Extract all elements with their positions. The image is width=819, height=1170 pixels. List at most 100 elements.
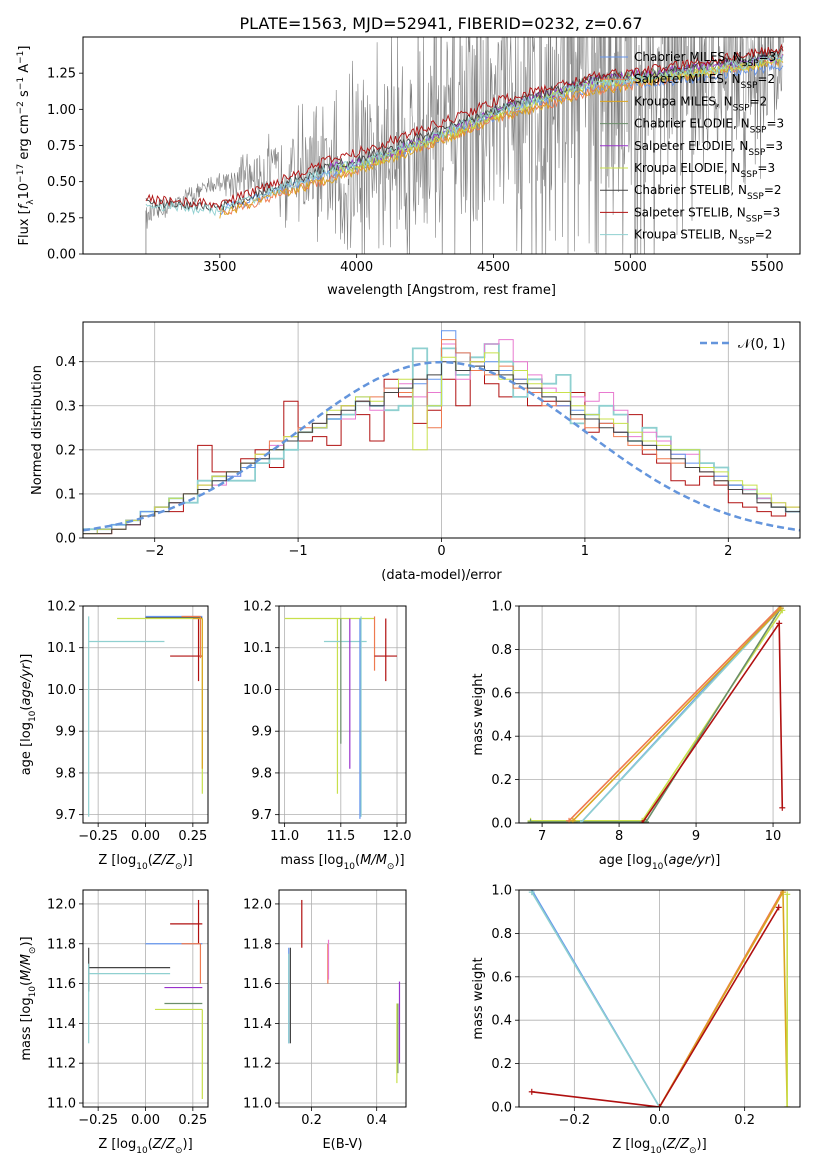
mass-weight-line [531, 906, 780, 1107]
x-tick-label: 5000 [614, 260, 647, 275]
legend-entry: 𝒩(0, 1) [738, 337, 785, 352]
errorbar-point [88, 963, 171, 1044]
x-axis-label: age [log10(age/yr)] [599, 853, 721, 872]
y-tick-label: 11.0 [47, 1097, 76, 1112]
y-tick-label: 10.0 [47, 683, 76, 698]
y-tick-label: 0.00 [47, 248, 76, 263]
y-tick-label: 11.2 [47, 1057, 76, 1072]
y-tick-label: 11.4 [243, 1017, 272, 1032]
legend-entry: Chabrier ELODIE, NSSP=3 [634, 117, 784, 136]
y-tick-label: 10.1 [243, 641, 272, 656]
y-tick-label: 10.2 [47, 600, 76, 615]
y-tick-label: 0.0 [491, 817, 512, 832]
x-tick-label: −2 [145, 544, 164, 559]
x-tick-label: −0.25 [78, 1113, 118, 1128]
x-tick-label: 0.2 [734, 1113, 755, 1128]
legend-entry: Chabrier MILES, NSSP=3 [634, 50, 776, 69]
x-axis-label: Z [log10(Z/Z⊙)] [98, 853, 192, 872]
x-tick-label: 0.0 [649, 1113, 670, 1128]
mass-weight-line [580, 607, 782, 823]
model-spectrum-line [145, 43, 784, 211]
y-tick-label: 0.4 [491, 730, 512, 745]
y-tick-label: 0.4 [55, 355, 76, 370]
errorbar-point [170, 618, 203, 682]
legend-entry: Salpeter MILES, NSSP=2 [634, 72, 775, 91]
x-axis-label: mass [log10(M/M⊙)] [280, 853, 404, 872]
x-tick-label: 2 [724, 544, 732, 559]
errorbar-point [117, 617, 203, 794]
errorbar-point [192, 617, 203, 769]
mass-weight-line [531, 891, 661, 1107]
chart-residuals: −2 −1 0 1 2 0.0 0.1 0.2 0.3 0.4 𝒩(0, 1) (data-model… [30, 321, 801, 583]
y-tick-label: 0.75 [47, 139, 76, 154]
y-tick-label: 0.8 [491, 927, 512, 942]
y-axis-label: mass [log10(M/M⊙)] [19, 936, 38, 1060]
legend-entry: Salpeter STELIB, NSSP=3 [634, 205, 780, 224]
y-tick-label: 0.4 [491, 1014, 512, 1029]
chart-age_vs_Z: −0.25 0.00 0.25 9.7 9.8 9.9 10.0 10.1 10.2 Z [log… [19, 600, 209, 872]
plot-area [528, 890, 791, 1107]
chart-mass_vs_Z: −0.25 0.00 0.25 11.0 11.2 11.4 11.6 11.8 12.0 Z [… [19, 889, 209, 1156]
errorbar-point [181, 943, 202, 984]
x-tick-label: 11.0 [270, 829, 299, 844]
y-tick-label: 12.0 [47, 897, 76, 912]
x-axis-label: E(B-V) [322, 1137, 362, 1152]
x-tick-label: 12.0 [383, 829, 412, 844]
x-axis-label: wavelength [Angstrom, rest frame] [327, 283, 556, 298]
plot-area [145, 37, 784, 254]
y-tick-label: 0.1 [55, 487, 76, 502]
y-tick-label: 9.8 [55, 766, 76, 781]
chart-spectrum: 3500 4000 4500 5000 5500 0.00 0.25 0.50 0.75 1.00… [16, 36, 801, 298]
y-tick-label: 1.25 [47, 67, 76, 82]
y-tick-label: 9.8 [251, 766, 272, 781]
y-tick-label: 11.8 [47, 937, 76, 952]
y-tick-label: 11.6 [243, 977, 272, 992]
x-tick-label: 0.25 [178, 1113, 207, 1128]
x-tick-label: 4000 [340, 260, 373, 275]
y-axis-label: Normed distribution [30, 365, 45, 495]
legend-entry: Chabrier STELIB, NSSP=2 [634, 183, 782, 202]
x-axis-label: (data-model)/error [381, 568, 502, 583]
x-tick-label: −0.25 [78, 829, 118, 844]
x-tick-label: 8 [615, 829, 623, 844]
y-tick-label: 9.7 [55, 808, 76, 823]
y-tick-label: 11.8 [243, 937, 272, 952]
x-tick-label: 0.2 [301, 1113, 322, 1128]
y-tick-label: 1.0 [491, 600, 512, 615]
x-tick-label: 0.25 [178, 829, 207, 844]
y-tick-label: 0.6 [491, 686, 512, 701]
y-tick-label: 0.2 [491, 1057, 512, 1072]
observed-spectrum [145, 37, 784, 254]
plot-area [527, 606, 786, 823]
y-tick-label: 0.0 [55, 532, 76, 547]
mass-weight-line [568, 606, 782, 822]
y-tick-label: 10.1 [47, 641, 76, 656]
y-tick-label: 0.8 [491, 643, 512, 658]
y-tick-label: 11.2 [243, 1057, 272, 1072]
axes-frame [278, 605, 407, 824]
x-tick-label: 11.5 [326, 829, 355, 844]
model-spectrum-line [145, 52, 784, 217]
x-tick-label: 3500 [203, 260, 236, 275]
mass-weight-line [572, 607, 782, 822]
y-tick-label: 1.0 [491, 884, 512, 899]
y-tick-label: 0.6 [491, 970, 512, 985]
y-tick-label: 0.2 [491, 773, 512, 788]
errorbar-point [181, 615, 202, 659]
x-tick-label: 5500 [751, 260, 784, 275]
legend-entry: Kroupa STELIB, NSSP=2 [634, 228, 772, 247]
y-tick-label: 10.0 [243, 683, 272, 698]
errorbar-point [374, 618, 398, 682]
plot-area [284, 616, 398, 819]
normal-curve [83, 360, 800, 532]
y-tick-label: 0.0 [491, 1101, 512, 1116]
legend-entry: Salpeter ELODIE, NSSP=3 [634, 139, 783, 158]
x-tick-label: 0.00 [131, 829, 160, 844]
errorbar-point [170, 899, 203, 944]
y-tick-label: 12.0 [243, 897, 272, 912]
y-tick-label: 0.3 [55, 399, 76, 414]
figure-title: PLATE=1563, MJD=52941, FIBERID=0232, z=0… [239, 14, 642, 33]
y-tick-label: 10.2 [243, 600, 272, 615]
y-tick-label: 11.0 [243, 1097, 272, 1112]
